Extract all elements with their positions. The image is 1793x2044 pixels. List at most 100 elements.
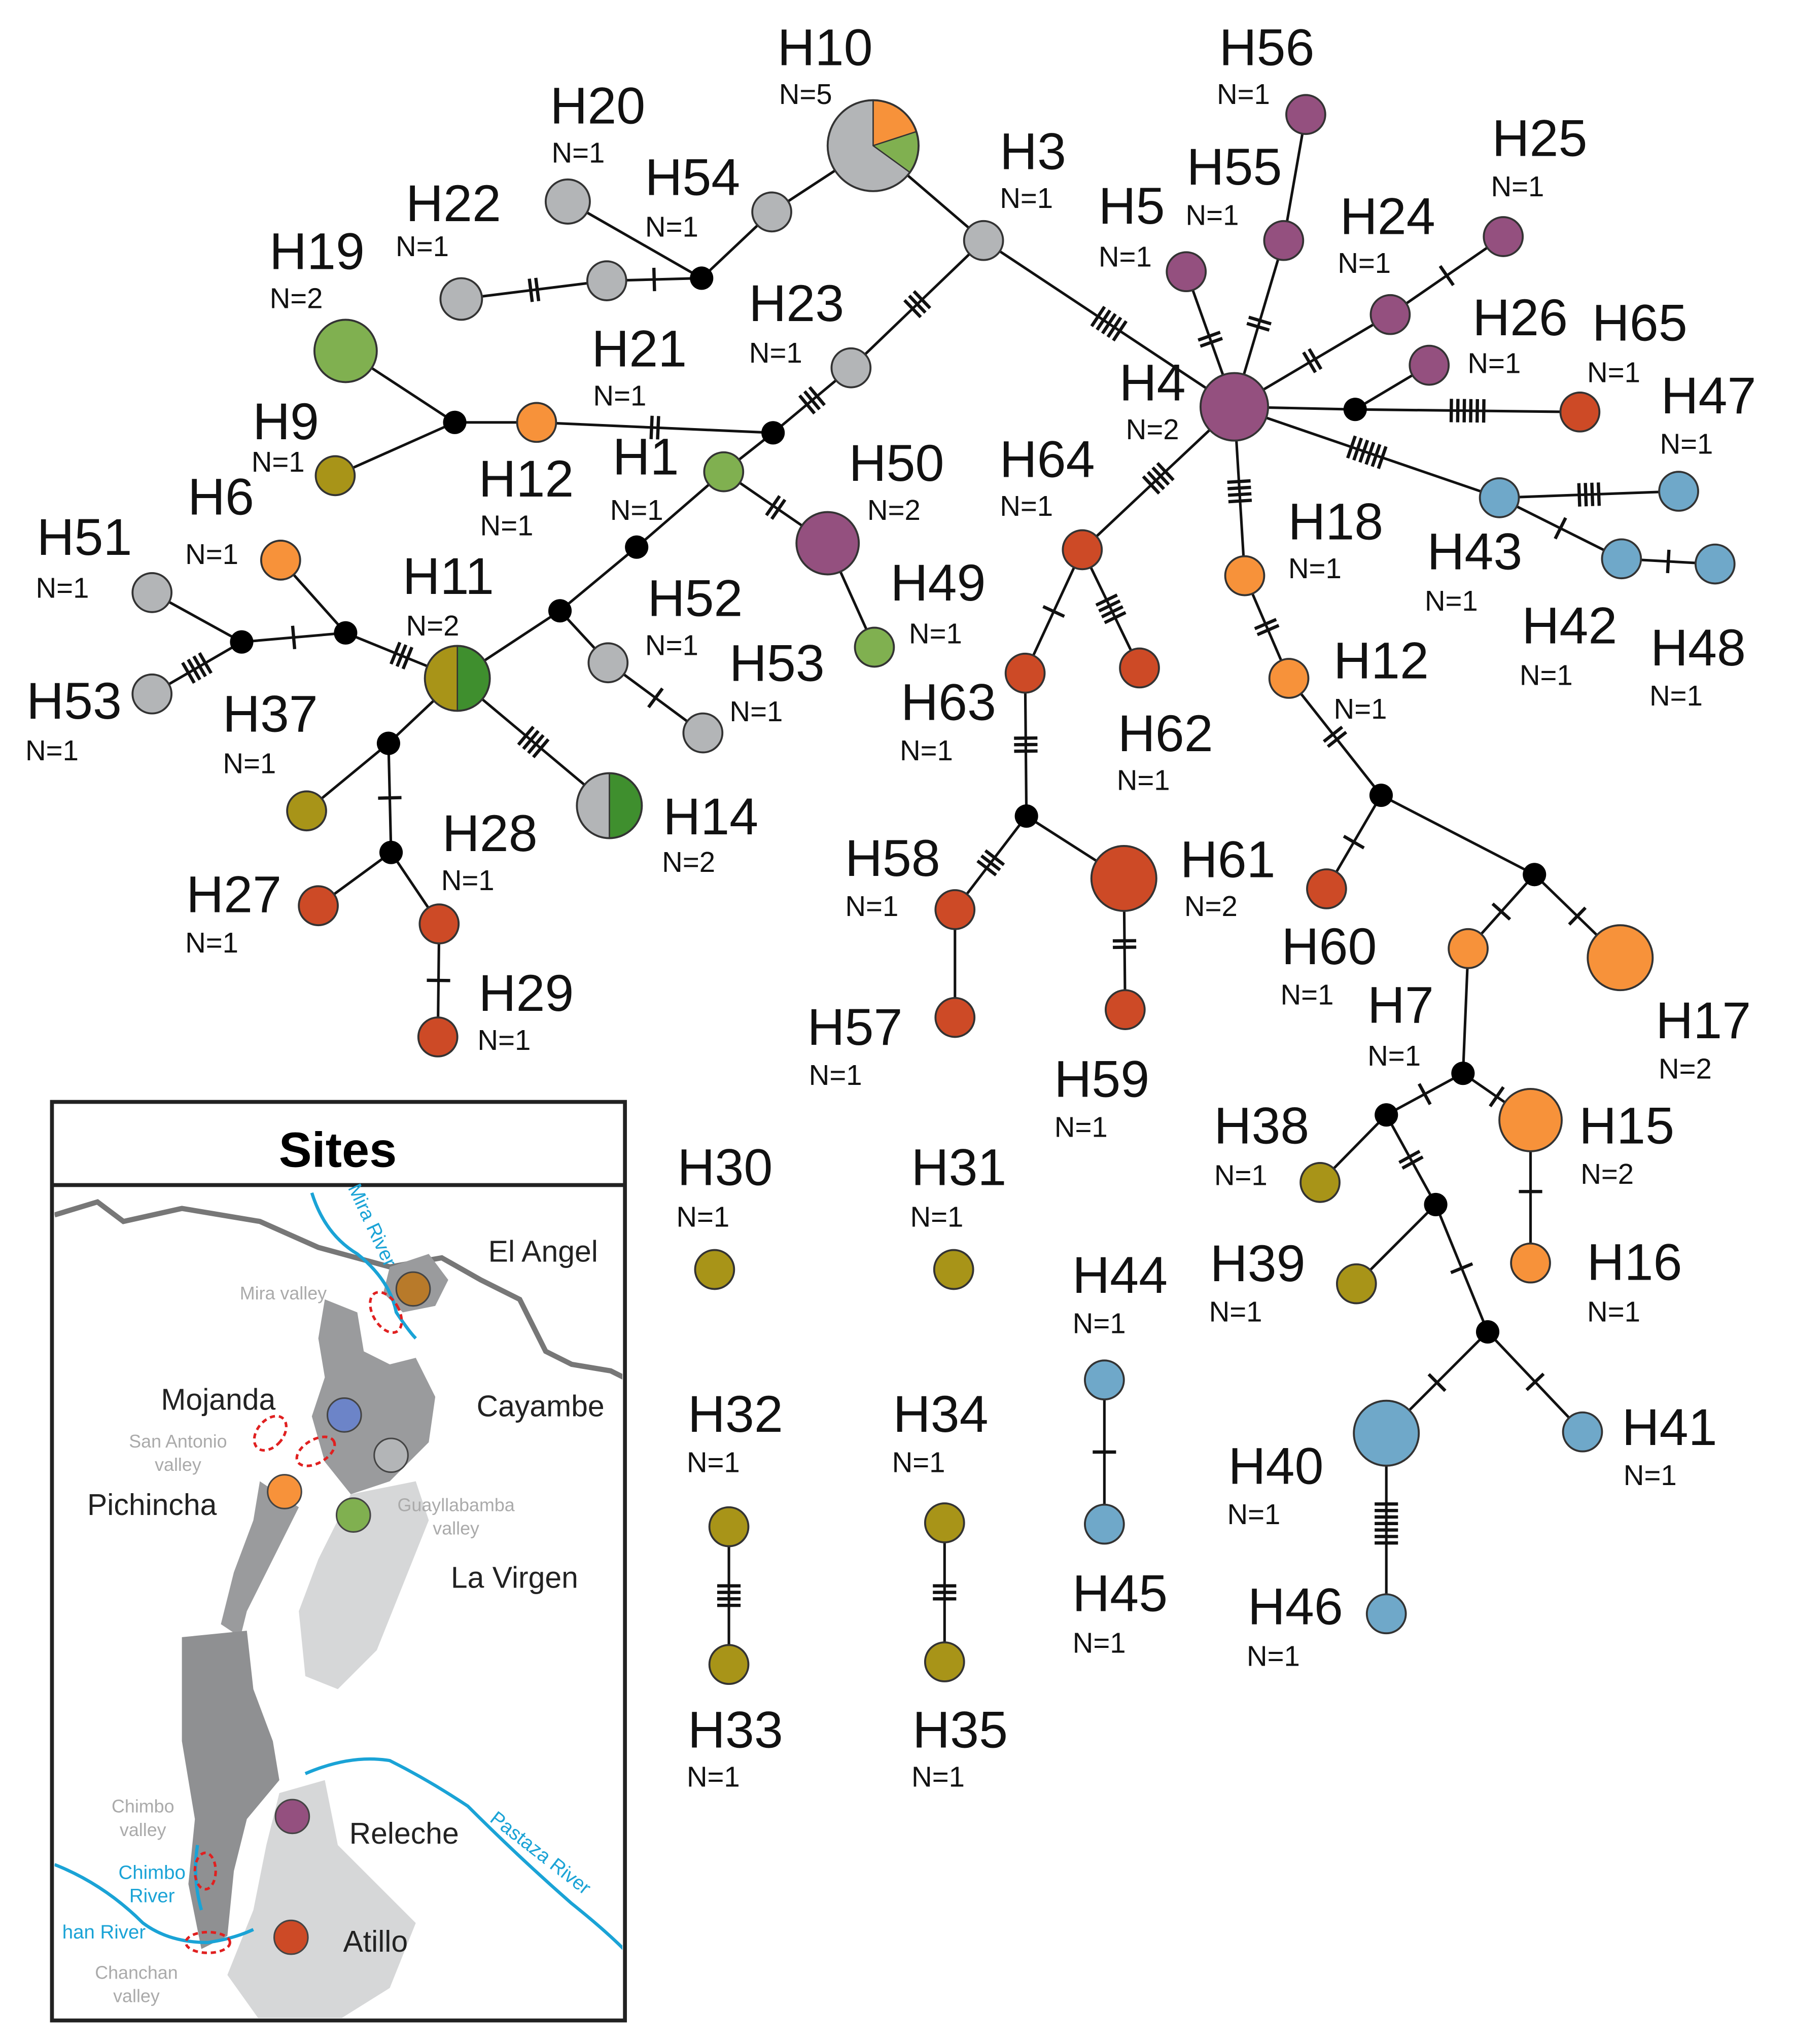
haplotype-node	[708, 1644, 750, 1685]
sample-count: N=1	[551, 137, 605, 169]
site-marker	[274, 1799, 310, 1835]
haplotype-label: H38	[1214, 1097, 1309, 1155]
sample-count: N=1	[593, 380, 646, 412]
haplotype-label: H60	[1282, 917, 1377, 975]
mutation-tick	[1398, 1149, 1421, 1164]
sample-count: N=1	[892, 1447, 945, 1478]
mutation-tick	[401, 646, 414, 670]
sample-count: N=2	[867, 494, 921, 526]
haplotype-pie	[424, 645, 491, 712]
mutation-tick	[1343, 834, 1365, 850]
haplotype-node	[1090, 844, 1157, 912]
mutation-tick	[1346, 435, 1357, 459]
median-vector	[1424, 1192, 1448, 1216]
sample-count: N=1	[1520, 659, 1573, 691]
haplotype-node	[1510, 1242, 1551, 1284]
median-vector	[548, 599, 572, 623]
haplotype-label: H65	[1592, 293, 1687, 351]
haplotype-label: H37	[223, 684, 318, 743]
nodes	[131, 94, 1736, 1685]
sample-count: N=1	[687, 1760, 740, 1792]
haplotype-node	[1306, 868, 1347, 909]
mutation-tick	[1227, 492, 1252, 497]
sample-count: N=1	[1660, 428, 1713, 460]
site-marker	[267, 1474, 302, 1509]
mutation-tick	[1151, 466, 1170, 486]
valley-outline	[184, 1930, 231, 1954]
haplotype-label: H44	[1072, 1246, 1168, 1304]
haplotype-label: H57	[807, 998, 903, 1056]
mutation-tick	[1248, 315, 1272, 326]
median-vector	[1014, 804, 1038, 828]
sample-count: N=1	[910, 1201, 963, 1232]
mutation-tick	[1227, 485, 1251, 490]
sample-count: N=2	[662, 846, 715, 878]
haplotype-node	[1263, 220, 1305, 261]
mutation-tick	[1308, 348, 1323, 370]
median-vector	[334, 621, 358, 645]
sample-count: N=1	[252, 446, 305, 478]
haplotype-node	[131, 572, 173, 613]
haplotype-label: H42	[1522, 596, 1617, 654]
haplotype-label: H35	[912, 1701, 1008, 1759]
haplotype-node	[1479, 477, 1520, 518]
haplotype-label: H20	[550, 77, 645, 135]
edge	[1288, 677, 1382, 796]
haplotype-node	[1559, 391, 1601, 433]
haplotype-node	[1694, 543, 1736, 585]
valley-outline	[295, 1435, 336, 1467]
haplotype-label: H5	[1099, 177, 1165, 235]
haplotype-node	[1166, 251, 1207, 293]
sample-count: N=1	[1467, 347, 1521, 379]
haplotype-label: H27	[186, 865, 282, 924]
mutation-tick	[1322, 725, 1344, 743]
haplotype-node	[587, 642, 629, 684]
haplotype-label: H26	[1472, 288, 1568, 346]
haplotype-node	[298, 885, 339, 927]
mutation-tick	[1246, 322, 1270, 332]
median-vector	[761, 421, 785, 445]
sample-count: N=2	[270, 282, 323, 314]
sample-count: N=1	[1117, 764, 1170, 796]
sample-count: N=1	[676, 1201, 729, 1232]
mutation-tick	[181, 662, 196, 684]
sample-count: N=1	[36, 572, 89, 604]
mutation-tick	[1438, 265, 1455, 287]
haplotype-node	[260, 540, 301, 581]
edge	[1461, 948, 1470, 1074]
mutation-tick	[649, 415, 654, 439]
haplotype-label: H62	[1118, 704, 1213, 762]
mutation-tick	[656, 416, 660, 440]
mutation-tick	[976, 859, 997, 876]
haplotype-node	[1587, 924, 1654, 992]
median-vector	[379, 840, 403, 864]
mutation-tick	[1370, 444, 1382, 467]
pie-outline	[826, 99, 920, 192]
valley-outline	[253, 1415, 288, 1452]
mutation-tick	[1450, 1262, 1473, 1275]
valley-outline	[193, 1851, 217, 1891]
median-vector	[230, 630, 254, 654]
haplotype-label: H55	[1187, 137, 1282, 196]
site-label: El Angel	[488, 1236, 598, 1268]
mutation-tick	[1590, 482, 1595, 506]
haplotype-label: H46	[1248, 1577, 1343, 1635]
mutation-tick	[903, 299, 922, 319]
mutation-tick	[192, 655, 207, 678]
mutation-tick	[427, 978, 450, 982]
mutation-tick	[390, 642, 402, 665]
sample-count: N=2	[406, 610, 460, 642]
sample-count: N=1	[687, 1447, 740, 1478]
sample-count: N=1	[1425, 585, 1478, 617]
mutation-tick	[1577, 483, 1581, 507]
haplotype-node	[1268, 658, 1310, 699]
sample-count: N=1	[1624, 1459, 1677, 1491]
sample-count: N=1	[1073, 1627, 1126, 1659]
mutation-tick	[527, 734, 545, 754]
sample-count: N=2	[1580, 1158, 1634, 1190]
sample-count: N=5	[779, 78, 832, 110]
mutation-tick	[1095, 593, 1118, 607]
haplotype-node	[854, 626, 895, 668]
haplotype-node	[286, 790, 327, 832]
mutation-tick	[1104, 611, 1127, 624]
